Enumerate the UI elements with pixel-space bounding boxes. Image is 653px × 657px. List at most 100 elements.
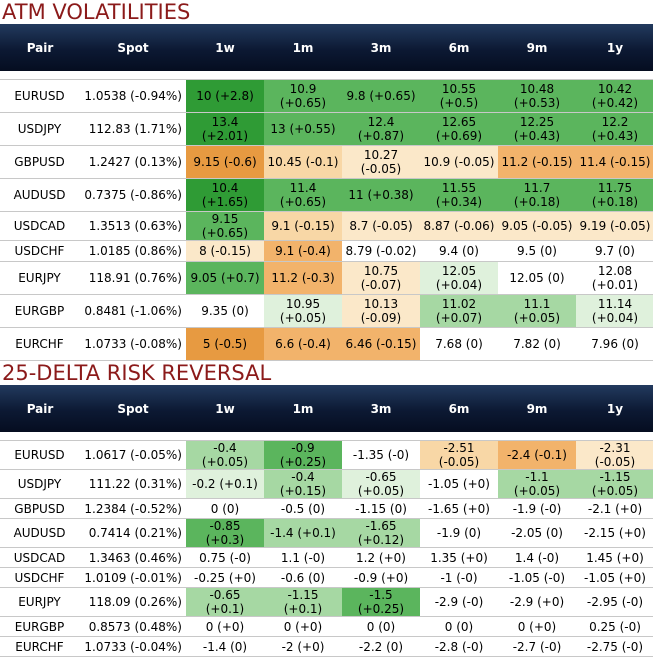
spot-cell: 118.91 (0.76%) — [80, 261, 186, 295]
spot-cell: 1.2427 (0.13%) — [80, 145, 186, 179]
value-cell: 9.15 (-0.6) — [186, 145, 264, 179]
spot-cell: 0.7375 (-0.86%) — [80, 178, 186, 212]
spot-cell: 1.0733 (-0.04%) — [80, 636, 186, 657]
value-cell: -2.95 (-0) — [576, 587, 653, 617]
value-cell: 0.75 (-0) — [186, 547, 264, 568]
value-cell: 8.79 (-0.02) — [342, 240, 420, 262]
value-cell: 0.25 (-0) — [576, 616, 653, 637]
value-cell: 1.35 (+0) — [420, 547, 498, 568]
value-cell: -1.9 (0) — [420, 518, 498, 548]
spot-cell: 1.3463 (0.46%) — [80, 547, 186, 568]
value-cell: 11.4 (-0.15) — [576, 145, 653, 179]
table-row: EURCHF 1.0733 (-0.08%) 5 (-0.5) 6.6 (-0.4) 6… — [0, 327, 653, 361]
table-row: USDCAD 1.3513 (0.63%) 9.15 (+0.65) 9.1 (-0.… — [0, 211, 653, 241]
value-cell: 10.95 (+0.05) — [264, 294, 342, 328]
value-cell: 11 (+0.38) — [342, 178, 420, 212]
value-cell: 11.1 (+0.05) — [498, 294, 576, 328]
rr-table-body: EURUSD 1.0617 (-0.05%) -0.4 (+0.05) -0.9 (+… — [0, 432, 653, 657]
value-cell: -1.5 (+0.25) — [342, 587, 420, 617]
value-cell: 12.25 (+0.43) — [498, 112, 576, 146]
value-cell: -0.25 (+0) — [186, 567, 264, 588]
value-cell: -2.4 (-0.1) — [498, 440, 576, 470]
column-header: 1y — [606, 40, 624, 55]
table-row: USDCHF 1.0109 (-0.01%) -0.25 (+0) -0.6 (0) -… — [0, 567, 653, 588]
value-cell: 8 (-0.15) — [186, 240, 264, 262]
column-header: Spot — [117, 401, 149, 416]
value-cell: 9.5 (0) — [498, 240, 576, 262]
table-row: EURUSD 1.0617 (-0.05%) -0.4 (+0.05) -0.9 (+… — [0, 440, 653, 470]
column-header: Pair — [26, 40, 54, 55]
pair-cell: AUDUSD — [0, 178, 80, 212]
value-cell: -2.75 (-0) — [576, 636, 653, 657]
value-cell: -1.15 (0) — [342, 498, 420, 519]
value-cell: -0.4 (+0.15) — [264, 469, 342, 499]
value-cell: -0.4 (+0.05) — [186, 440, 264, 470]
value-cell: -2.15 (+0) — [576, 518, 653, 548]
value-cell: 0 (+0) — [264, 616, 342, 637]
column-header: 6m — [448, 401, 470, 416]
spacer-cell — [0, 432, 653, 441]
value-cell: 9.8 (+0.65) — [342, 79, 420, 113]
value-cell: 11.02 (+0.07) — [420, 294, 498, 328]
table-row: AUDUSD 0.7375 (-0.86%) 10.4 (+1.65) 11.4 (+… — [0, 178, 653, 212]
value-cell: 11.2 (-0.3) — [264, 261, 342, 295]
column-header: 3m — [370, 40, 392, 55]
pair-cell: EURCHF — [0, 636, 80, 657]
value-cell: -2.9 (+0) — [498, 587, 576, 617]
spot-cell: 0.8481 (-1.06%) — [80, 294, 186, 328]
value-cell: 10.42 (+0.42) — [576, 79, 653, 113]
value-cell: -1.9 (-0) — [498, 498, 576, 519]
column-header: 9m — [526, 401, 548, 416]
value-cell: 9.19 (-0.05) — [576, 211, 653, 241]
value-cell: 11.55 (+0.34) — [420, 178, 498, 212]
value-cell: 9.1 (-0.15) — [264, 211, 342, 241]
value-cell: -1.4 (+0.1) — [264, 518, 342, 548]
value-cell: -0.5 (0) — [264, 498, 342, 519]
value-cell: -0.9 (+0) — [342, 567, 420, 588]
value-cell: -0.65 (+0.1) — [186, 587, 264, 617]
value-cell: -0.9 (+0.25) — [264, 440, 342, 470]
pair-cell: EURJPY — [0, 587, 80, 617]
value-cell: -0.6 (0) — [264, 567, 342, 588]
pair-cell: EURUSD — [0, 440, 80, 470]
value-cell: 1.2 (+0) — [342, 547, 420, 568]
value-cell: -1.65 (+0) — [420, 498, 498, 519]
value-cell: 10.9 (-0.05) — [420, 145, 498, 179]
value-cell: 0 (0) — [342, 616, 420, 637]
pair-cell: USDCAD — [0, 547, 80, 568]
rr-header-row: Pair Spot 1w 1m 3m 6m 9m 1y — [0, 385, 653, 432]
value-cell: 10.27 (-0.05) — [342, 145, 420, 179]
spot-cell: 1.2384 (-0.52%) — [80, 498, 186, 519]
column-header: Spot — [117, 40, 149, 55]
pair-cell: GBPUSD — [0, 145, 80, 179]
column-header: 6m — [448, 40, 470, 55]
value-cell: 0 (+0) — [498, 616, 576, 637]
value-cell: -1 (-0) — [420, 567, 498, 588]
value-cell: 10.45 (-0.1) — [264, 145, 342, 179]
value-cell: 9.1 (-0.4) — [264, 240, 342, 262]
value-cell: 0 (0) — [420, 616, 498, 637]
risk-reversal-title: 25-DELTA RISK REVERSAL — [2, 361, 272, 385]
spot-cell: 1.3513 (0.63%) — [80, 211, 186, 241]
risk-reversal-section: 25-DELTA RISK REVERSAL Pair Spot 1w 1m 3… — [0, 361, 653, 657]
value-cell: -1.05 (+0) — [420, 469, 498, 499]
spacer-cell — [0, 71, 653, 80]
value-cell: 12.05 (+0.04) — [420, 261, 498, 295]
value-cell: 9.15 (+0.65) — [186, 211, 264, 241]
pair-cell: USDCHF — [0, 240, 80, 262]
table-row: USDCAD 1.3463 (0.46%) 0.75 (-0) 1.1 (-0) 1.2… — [0, 547, 653, 568]
value-cell: 9.4 (0) — [420, 240, 498, 262]
spot-cell: 1.0185 (0.86%) — [80, 240, 186, 262]
value-cell: 6.46 (-0.15) — [342, 327, 420, 361]
atm-table-body: EURUSD 1.0538 (-0.94%) 10 (+2.8) 10.9 (+0.6… — [0, 71, 653, 361]
value-cell: 12.4 (+0.87) — [342, 112, 420, 146]
spot-cell: 1.0538 (-0.94%) — [80, 79, 186, 113]
value-cell: -1.05 (-0) — [498, 567, 576, 588]
value-cell: -2.51 (-0.05) — [420, 440, 498, 470]
pair-cell: EURCHF — [0, 327, 80, 361]
value-cell: -2.7 (-0) — [498, 636, 576, 657]
column-header: Pair — [26, 401, 54, 416]
value-cell: 7.96 (0) — [576, 327, 653, 361]
value-cell: 10 (+2.8) — [186, 79, 264, 113]
table-row: EURGBP 0.8481 (-1.06%) 9.35 (0) 10.95 (+0.0… — [0, 294, 653, 328]
